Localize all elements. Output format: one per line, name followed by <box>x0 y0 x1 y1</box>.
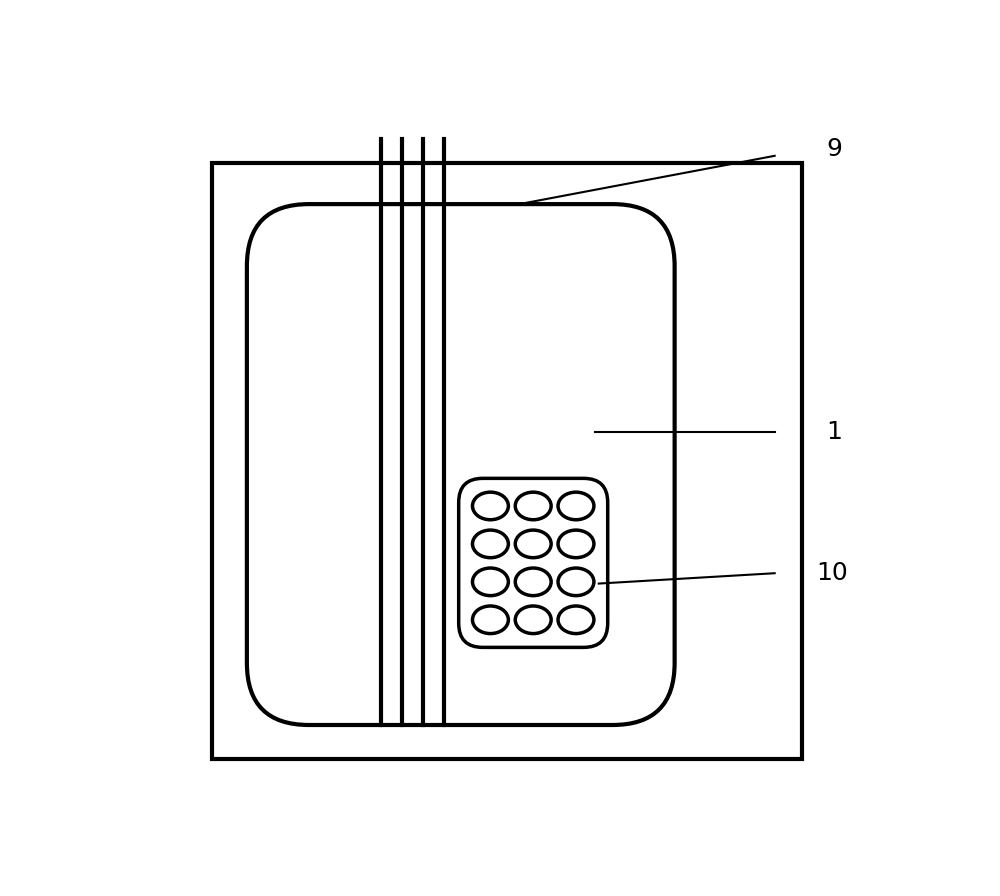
Bar <box>212 163 802 760</box>
Text: 1: 1 <box>826 420 842 444</box>
Text: 9: 9 <box>826 137 842 161</box>
Text: 10: 10 <box>816 561 848 585</box>
